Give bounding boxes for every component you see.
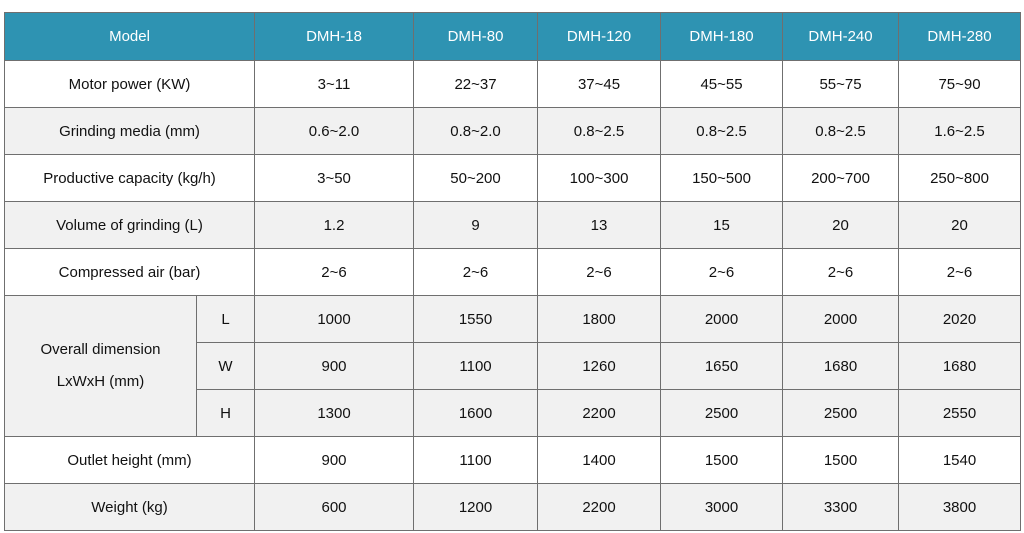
value-cell: 1260 [537,342,662,390]
dimension-sub-label: H [195,389,256,437]
value-cell: 55~75 [782,60,900,108]
header-model: DMH-240 [782,12,900,61]
value-cell: 1.6~2.5 [898,107,1022,155]
value-cell: 250~800 [898,154,1022,202]
value-cell: 75~90 [898,60,1022,108]
value-cell: 200~700 [782,154,900,202]
value-cell: 2200 [537,483,662,531]
value-cell: 1200 [413,483,539,531]
value-cell: 1600 [413,389,539,437]
row-label: Outlet height (mm) [3,436,256,484]
value-cell: 2~6 [413,248,539,296]
value-cell: 1.2 [254,201,415,249]
value-cell: 1680 [898,342,1022,390]
value-cell: 1550 [413,295,539,343]
value-cell: 15 [660,201,784,249]
value-cell: 2000 [660,295,784,343]
value-cell: 1100 [413,436,539,484]
value-cell: 20 [782,201,900,249]
value-cell: 1800 [537,295,662,343]
value-cell: 2550 [898,389,1022,437]
row-label: Volume of grinding (L) [3,201,256,249]
header-model: DMH-80 [413,12,539,61]
value-cell: 0.8~2.5 [537,107,662,155]
value-cell: 1540 [898,436,1022,484]
value-cell: 2500 [660,389,784,437]
dimension-sub-label: L [195,295,256,343]
value-cell: 1000 [254,295,415,343]
dimension-sub-label: W [195,342,256,390]
value-cell: 2000 [782,295,900,343]
value-cell: 1500 [782,436,900,484]
table-row: Weight (kg) 600 1200 2200 3000 3300 3800 [3,483,1022,531]
row-label: Weight (kg) [3,483,256,531]
header-model-label: Model [3,12,256,61]
value-cell: 0.8~2.5 [660,107,784,155]
table-row: W 900 1100 1260 1650 1680 1680 [5,342,1022,390]
header-model: DMH-120 [537,12,662,61]
value-cell: 1650 [660,342,784,390]
value-cell: 2~6 [537,248,662,296]
header-model: DMH-18 [254,12,415,61]
value-cell: 0.8~2.0 [413,107,539,155]
value-cell: 20 [898,201,1022,249]
header-model: DMH-280 [898,12,1022,61]
value-cell: 37~45 [537,60,662,108]
value-cell: 2200 [537,389,662,437]
value-cell: 3000 [660,483,784,531]
value-cell: 1680 [782,342,900,390]
table-row: Compressed air (bar) 2~6 2~6 2~6 2~6 2~6 2~6 [3,248,1022,296]
value-cell: 100~300 [537,154,662,202]
value-cell: 600 [254,483,415,531]
value-cell: 2~6 [254,248,415,296]
value-cell: 2~6 [782,248,900,296]
row-label: Productive capacity (kg/h) [3,154,256,202]
value-cell: 2~6 [660,248,784,296]
value-cell: 1100 [413,342,539,390]
row-label: Compressed air (bar) [3,248,256,296]
row-label: Grinding media (mm) [3,107,256,155]
value-cell: 1300 [254,389,415,437]
value-cell: 45~55 [660,60,784,108]
value-cell: 50~200 [413,154,539,202]
value-cell: 2500 [782,389,900,437]
value-cell: 900 [254,342,415,390]
value-cell: 900 [254,436,415,484]
value-cell: 3~50 [254,154,415,202]
value-cell: 3800 [898,483,1022,531]
table-row: Productive capacity (kg/h) 3~50 50~200 100~… [3,154,1022,202]
table-row: Motor power (KW) 3~11 22~37 37~45 45~55 55~75… [3,60,1022,108]
value-cell: 0.8~2.5 [782,107,900,155]
table-row: Outlet height (mm) 900 1100 1400 1500 1500 154… [3,436,1022,484]
value-cell: 13 [537,201,662,249]
value-cell: 150~500 [660,154,784,202]
value-cell: 2~6 [898,248,1022,296]
table-row: Overall dimension LxWxH (mm) L 1000 1550 1800… [4,295,1022,437]
value-cell: 0.6~2.0 [254,107,415,155]
table-row: Grinding media (mm) 0.6~2.0 0.8~2.0 0.8~2.5… [3,107,1022,155]
row-label: Motor power (KW) [3,60,256,108]
spec-table: Model DMH-18 DMH-80 DMH-120 DMH-180 DMH-240 D… [3,12,1022,531]
value-cell: 3~11 [254,60,415,108]
table-row: Volume of grinding (L) 1.2 9 13 15 20 20 [3,201,1022,249]
dimension-label: Overall dimension LxWxH (mm) [4,295,197,437]
dimension-label-line1: Overall dimension [40,341,161,358]
value-cell: 2020 [898,295,1022,343]
value-cell: 9 [413,201,539,249]
dimension-label-line2: LxWxH (mm) [56,373,145,390]
header-model: DMH-180 [660,12,784,61]
value-cell: 1400 [537,436,662,484]
value-cell: 22~37 [413,60,539,108]
value-cell: 1500 [660,436,784,484]
header-row: Model DMH-18 DMH-80 DMH-120 DMH-180 DMH-240 D… [3,12,1022,61]
value-cell: 3300 [782,483,900,531]
